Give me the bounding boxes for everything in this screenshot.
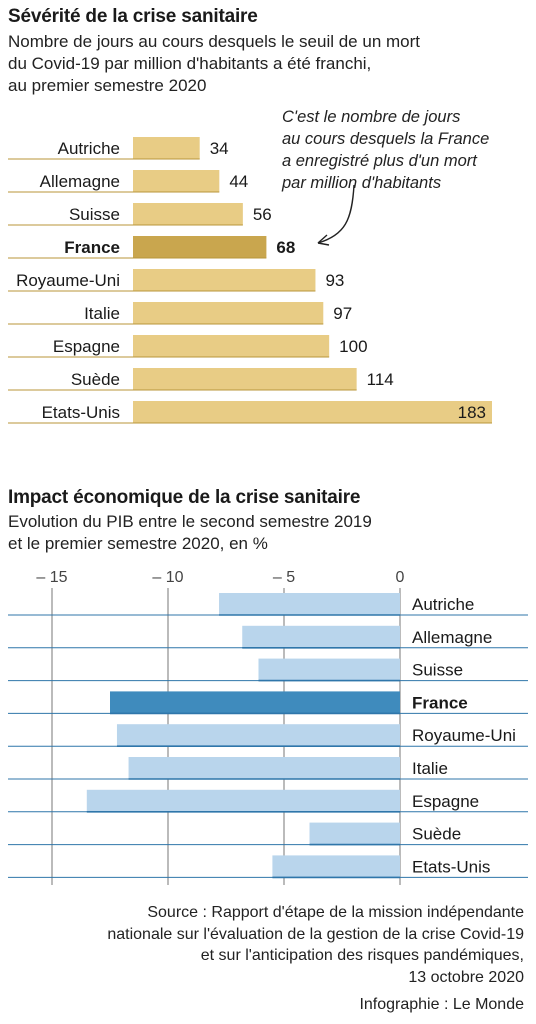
bar-suisse (133, 203, 243, 225)
value-label-autriche: 34 (210, 139, 229, 158)
tick-label-0: – 15 (36, 569, 67, 586)
tick-label-3: 0 (396, 569, 405, 586)
annotation-arrowhead (317, 234, 330, 246)
category-label-italie: Italie (84, 304, 120, 323)
bar-italie (128, 757, 400, 779)
source-note: Source : Rapport d'étape de la mission i… (107, 904, 524, 986)
category-label-suisse: Suisse (69, 205, 120, 224)
bar-allemagne (133, 170, 220, 192)
value-label-suede: 114 (367, 370, 394, 389)
category-label-allemagne: Allemagne (412, 628, 492, 647)
gdp-bar-chart: – 15 – 10 – 5 0 Autriche Allemagne Suisse Franc… (8, 569, 528, 885)
france-annotation: C'est le nombre de jours au cours desque… (282, 108, 490, 192)
bar-autriche (133, 137, 200, 159)
chart2-subtitle: Evolution du PIB entre le second semestr… (8, 512, 372, 553)
value-label-allemagne: 44 (229, 172, 248, 191)
category-label-etats-unis: Etats-Unis (42, 403, 120, 422)
bar-france (133, 236, 267, 258)
category-label-france: France (412, 693, 468, 712)
category-label-etats-unis: Etats-Unis (412, 857, 490, 876)
bar-suede (133, 368, 357, 390)
chart2-title: Impact économique de la crise sanitaire (8, 487, 361, 508)
bar-royaume-uni (133, 269, 316, 291)
chart1-title: Sévérité de la crise sanitaire (8, 6, 258, 27)
category-label-suisse: Suisse (412, 661, 463, 680)
value-label-france: 68 (276, 238, 295, 257)
value-label-royaume-uni: 93 (325, 271, 344, 290)
bar-etats-unis (133, 401, 492, 423)
category-label-suede: Suède (412, 825, 461, 844)
category-label-royaume-uni: Royaume-Uni (16, 271, 120, 290)
days-bar-chart: Autriche 34 Allemagne 44 Suisse 56 France 68 Roy… (8, 137, 492, 424)
bar-allemagne (242, 625, 400, 648)
annotation-arrow (317, 184, 355, 244)
category-label-allemagne: Allemagne (40, 172, 120, 191)
category-label-espagne: Espagne (53, 337, 120, 356)
credit-line: Infographie : Le Monde (359, 996, 524, 1013)
value-label-italie: 97 (333, 304, 352, 323)
category-label-italie: Italie (412, 759, 448, 778)
tick-label-1: – 10 (152, 569, 183, 586)
bar-espagne (133, 335, 330, 357)
category-label-autriche: Autriche (412, 595, 474, 614)
category-label-autriche: Autriche (58, 139, 120, 158)
bar-france (110, 691, 400, 714)
value-label-etats-unis: 183 (458, 403, 486, 422)
bar-royaume-uni (116, 724, 401, 747)
tick-label-2: – 5 (273, 569, 295, 586)
bar-etats-unis (272, 855, 400, 878)
bar-autriche (219, 593, 400, 615)
chart1-subtitle: Nombre de jours au cours desquels le seu… (8, 32, 420, 95)
category-label-france: France (64, 238, 120, 257)
category-label-espagne: Espagne (412, 792, 479, 811)
bar-italie (133, 302, 324, 324)
bar-espagne (86, 789, 401, 812)
category-label-royaume-uni: Royaume-Uni (412, 726, 516, 745)
category-label-suede: Suède (71, 370, 120, 389)
bar-suede (309, 822, 400, 845)
value-label-espagne: 100 (339, 337, 367, 356)
value-label-suisse: 56 (253, 205, 272, 224)
bar-suisse (258, 658, 400, 681)
